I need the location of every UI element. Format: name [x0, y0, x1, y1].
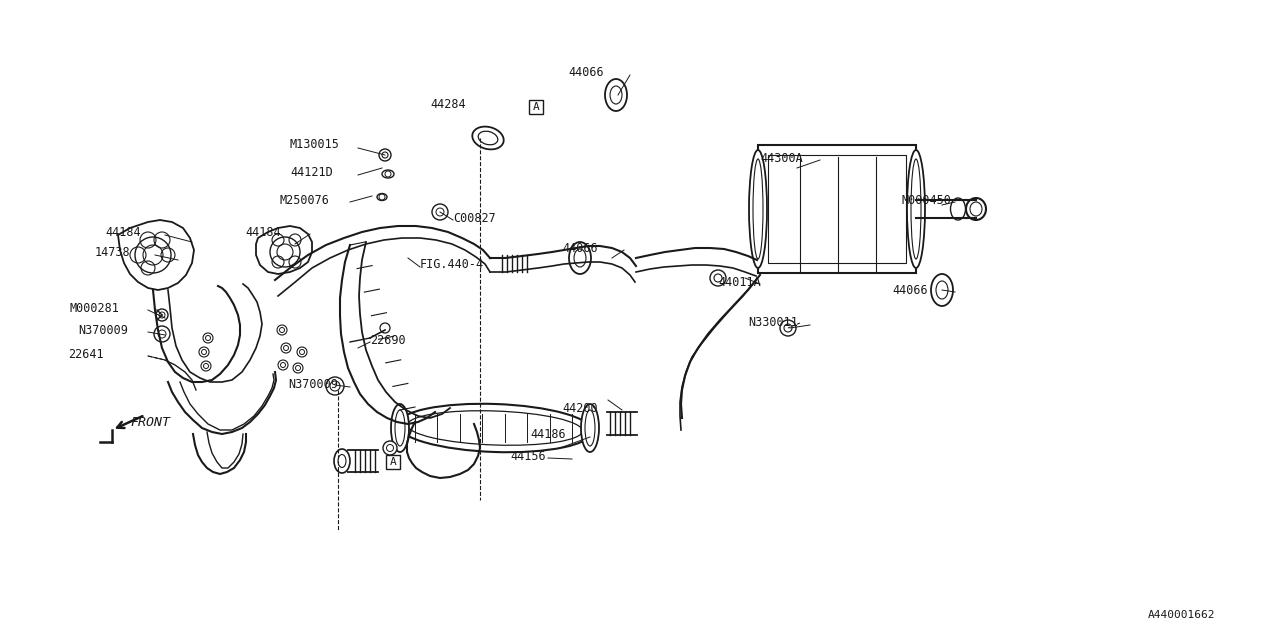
Text: M130015: M130015: [291, 138, 340, 152]
Circle shape: [380, 323, 390, 333]
Circle shape: [154, 326, 170, 342]
Ellipse shape: [381, 170, 394, 178]
Text: 22641: 22641: [68, 349, 104, 362]
Text: FRONT: FRONT: [131, 415, 170, 429]
Circle shape: [710, 270, 726, 286]
Text: 44186: 44186: [530, 429, 566, 442]
Text: 22690: 22690: [370, 333, 406, 346]
Circle shape: [278, 360, 288, 370]
Text: 44011A: 44011A: [718, 275, 760, 289]
Text: 14738: 14738: [95, 246, 131, 259]
Text: 44121D: 44121D: [291, 166, 333, 179]
Text: M000450: M000450: [902, 193, 952, 207]
Text: A: A: [532, 102, 539, 112]
Text: N330011: N330011: [748, 317, 797, 330]
Text: 44200: 44200: [562, 401, 598, 415]
Bar: [768, 155, 906, 263]
Text: 44184: 44184: [244, 225, 280, 239]
Ellipse shape: [908, 150, 925, 268]
Circle shape: [198, 347, 209, 357]
Ellipse shape: [570, 242, 591, 274]
Ellipse shape: [605, 79, 627, 111]
Circle shape: [276, 325, 287, 335]
Ellipse shape: [334, 449, 349, 473]
Polygon shape: [256, 226, 312, 274]
Ellipse shape: [472, 127, 504, 149]
Ellipse shape: [966, 198, 986, 220]
Circle shape: [379, 149, 390, 161]
Text: 44066: 44066: [568, 65, 604, 79]
Circle shape: [297, 347, 307, 357]
Circle shape: [780, 320, 796, 336]
Text: M250076: M250076: [280, 193, 330, 207]
Ellipse shape: [749, 150, 767, 268]
Circle shape: [293, 363, 303, 373]
Text: A440001662: A440001662: [1147, 610, 1215, 620]
Text: 44184: 44184: [105, 225, 141, 239]
Ellipse shape: [951, 198, 965, 220]
Text: 44156: 44156: [509, 451, 545, 463]
Text: C00827: C00827: [453, 211, 495, 225]
Text: N370009: N370009: [78, 323, 128, 337]
Ellipse shape: [581, 404, 599, 452]
Text: 44066: 44066: [892, 284, 928, 296]
Ellipse shape: [378, 193, 387, 200]
Circle shape: [433, 204, 448, 220]
Bar: [387, 455, 399, 469]
Circle shape: [383, 441, 397, 455]
Text: 44284: 44284: [430, 99, 466, 111]
Circle shape: [201, 361, 211, 371]
Text: A: A: [389, 457, 397, 467]
Bar: [529, 100, 543, 114]
Ellipse shape: [390, 404, 410, 452]
Circle shape: [270, 237, 300, 267]
Circle shape: [134, 237, 172, 273]
Circle shape: [326, 377, 344, 395]
Text: N370009: N370009: [288, 378, 338, 392]
Circle shape: [156, 309, 168, 321]
Circle shape: [282, 343, 291, 353]
Ellipse shape: [398, 404, 593, 452]
Text: FIG.440-4: FIG.440-4: [420, 259, 484, 271]
Text: 44300A: 44300A: [760, 152, 803, 164]
Text: 44066: 44066: [562, 241, 598, 255]
Polygon shape: [118, 220, 195, 290]
Circle shape: [204, 333, 212, 343]
Text: M000281: M000281: [70, 301, 120, 314]
Ellipse shape: [931, 274, 954, 306]
Bar: [758, 145, 916, 273]
